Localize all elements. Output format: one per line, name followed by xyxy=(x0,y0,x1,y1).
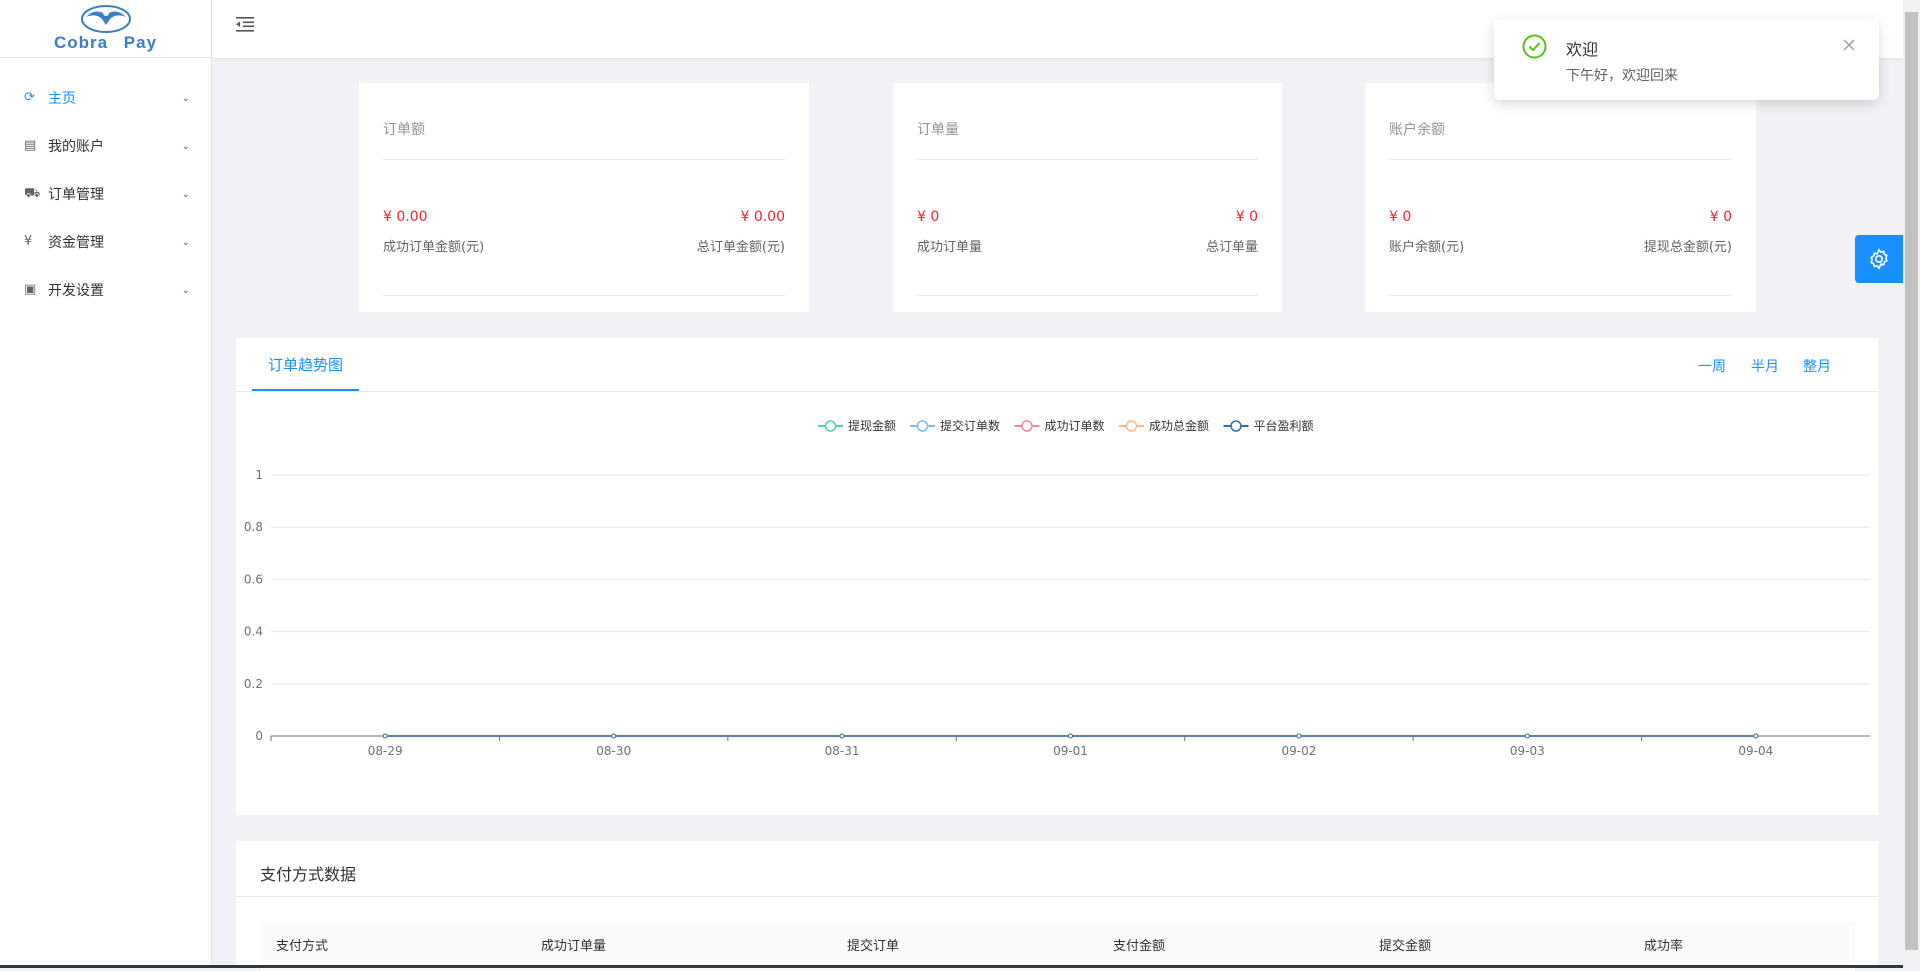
payment-title: 支付方式数据 xyxy=(260,865,357,884)
cart-icon: ⛟ xyxy=(24,186,41,201)
column-header: 成功率 xyxy=(1644,939,1684,954)
data-point xyxy=(382,733,388,739)
legend-label[interactable]: 成功总金额 xyxy=(1149,418,1209,433)
stat-card: 订单量 ¥ 0 ¥ 0 成功订单量 总订单量 xyxy=(893,83,1282,312)
data-point xyxy=(839,733,845,739)
chevron-down-icon: ⌄ xyxy=(181,188,190,200)
card-title: 订单量 xyxy=(917,122,959,138)
x-tick-label: 08-29 xyxy=(368,744,403,758)
legend-marker[interactable] xyxy=(1021,420,1033,432)
collapse-menu-icon[interactable] xyxy=(236,16,254,32)
y-tick-label: 0.6 xyxy=(244,572,263,586)
column-header: 成功订单量 xyxy=(541,939,607,954)
card-right-value: ¥ 0 xyxy=(1709,209,1732,225)
card-left-label: 成功订单金额(元) xyxy=(383,240,485,255)
legend-label[interactable]: 提现金额 xyxy=(848,418,896,433)
sidebar-item-label: 我的账户 xyxy=(48,139,104,155)
chevron-down-icon: ⌄ xyxy=(181,92,190,104)
range-month[interactable]: 整月 xyxy=(1803,359,1831,375)
account-icon: ▤ xyxy=(24,138,37,153)
card-right-value: ¥ 0 xyxy=(1235,209,1258,225)
order-trend-panel: 订单趋势图 一周 半月 整月 0 0.2 0.4 0.6 0.8 1 08-29 08-30 0… xyxy=(236,338,1878,815)
range-half-month[interactable]: 半月 xyxy=(1751,359,1779,375)
card-title: 订单额 xyxy=(383,122,425,138)
data-point xyxy=(1753,733,1759,739)
payment-method-panel: 支付方式数据 支付方式 成功订单量 提交订单 支付金额 提交金额 成功率 xyxy=(236,841,1878,971)
sidebar-item-3[interactable]: ¥ 资金管理 ⌄ xyxy=(0,218,212,266)
chevron-down-icon: ⌄ xyxy=(181,284,190,296)
payment-table-header: 支付方式 成功订单量 提交订单 支付金额 提交金额 成功率 xyxy=(261,921,1855,971)
column-header: 提交金额 xyxy=(1379,939,1432,954)
legend-label[interactable]: 提交订单数 xyxy=(940,418,1000,433)
chevron-down-icon: ⌄ xyxy=(181,236,190,248)
card-right-label: 提现总金额(元) xyxy=(1643,240,1732,255)
legend-label[interactable]: 平台盈利额 xyxy=(1254,418,1314,433)
y-tick-label: 1 xyxy=(255,468,263,482)
card-right-value: ¥ 0.00 xyxy=(740,209,785,225)
cobra-logo-icon xyxy=(80,4,131,33)
data-point xyxy=(1296,733,1302,739)
success-check-icon xyxy=(1522,34,1547,59)
sidebar-item-0[interactable]: ⟳ 主页 ⌄ xyxy=(0,74,212,122)
y-tick-label: 0 xyxy=(255,729,263,743)
terminal-icon: ▣ xyxy=(24,282,37,297)
column-header: 支付金额 xyxy=(1113,939,1166,954)
card-left-label: 成功订单量 xyxy=(917,240,983,255)
data-point xyxy=(1524,733,1530,739)
sidebar-item-label: 开发设置 xyxy=(48,283,104,299)
card-title: 账户余额 xyxy=(1389,122,1445,138)
legend-marker[interactable] xyxy=(916,420,929,432)
y-tick-label: 0.8 xyxy=(244,520,263,534)
settings-button[interactable] xyxy=(1855,235,1903,283)
sidebar-item-1[interactable]: ▤ 我的账户 ⌄ xyxy=(0,122,212,170)
x-tick-label: 08-31 xyxy=(825,744,860,758)
range-week[interactable]: 一周 xyxy=(1698,359,1726,375)
x-tick-label: 09-02 xyxy=(1281,744,1316,758)
column-header: 提交订单 xyxy=(847,939,900,954)
legend-marker[interactable] xyxy=(1125,420,1138,432)
sidebar-item-4[interactable]: ▣ 开发设置 ⌄ xyxy=(0,266,212,314)
welcome-notification: 欢迎 下午好，欢迎回来 xyxy=(1494,19,1879,100)
card-left-value: ¥ 0.00 xyxy=(383,209,428,225)
dashboard-icon: ⟳ xyxy=(24,90,35,105)
sidebar-item-label: 主页 xyxy=(48,91,76,107)
x-tick-label: 08-30 xyxy=(596,744,631,758)
card-right-label: 总订单金额(元) xyxy=(696,240,785,255)
x-tick-label: 09-03 xyxy=(1510,744,1545,758)
logo[interactable]: Cobra Pay xyxy=(0,0,211,58)
stat-card: 订单额 ¥ 0.00 ¥ 0.00 成功订单金额(元) 总订单金额(元) xyxy=(359,83,809,312)
money-icon: ¥ xyxy=(24,234,33,249)
stat-card: 账户余额 ¥ 0 ¥ 0 账户余额(元) 提现总金额(元) xyxy=(1365,83,1756,312)
legend-label[interactable]: 成功订单数 xyxy=(1045,418,1105,433)
data-point xyxy=(611,733,617,739)
column-header: 支付方式 xyxy=(276,939,329,954)
sidebar-item-label: 资金管理 xyxy=(48,235,104,251)
card-left-value: ¥ 0 xyxy=(1389,209,1412,225)
chevron-down-icon: ⌄ xyxy=(181,140,190,152)
tab-order-trend[interactable]: 订单趋势图 xyxy=(252,338,360,391)
trend-chart: 0 0.2 0.4 0.6 0.8 1 08-29 08-30 08-31 09-01 09-02 0… xyxy=(244,418,1870,758)
y-tick-label: 0.2 xyxy=(244,677,263,691)
card-left-value: ¥ 0 xyxy=(917,209,940,225)
x-tick-label: 09-01 xyxy=(1053,744,1088,758)
logo-text: Cobra Pay xyxy=(53,32,158,52)
x-tick-label: 09-04 xyxy=(1738,744,1773,758)
sidebar: Cobra Pay ⟳ 主页 ⌄ ▤ 我的账户 ⌄ ⛟ 订单管理 ⌄ ¥ 资金管理 ⌄ ▣ 开发设置 ⌄ xyxy=(0,0,212,968)
page-scrollbar[interactable] xyxy=(1903,0,1920,968)
sidebar-item-label: 订单管理 xyxy=(48,187,104,203)
legend-marker[interactable] xyxy=(824,420,837,432)
scrollbar-thumb[interactable] xyxy=(1905,12,1918,950)
data-point xyxy=(1068,733,1073,739)
y-tick-label: 0.4 xyxy=(244,625,263,639)
card-right-label: 总订单量 xyxy=(1205,240,1258,255)
close-icon[interactable] xyxy=(1843,39,1855,51)
notification-message: 下午好，欢迎回来 xyxy=(1566,68,1678,84)
notification-title: 欢迎 xyxy=(1566,40,1599,59)
legend-marker[interactable] xyxy=(1230,420,1242,432)
gear-icon xyxy=(1870,248,1888,270)
card-left-label: 账户余额(元) xyxy=(1389,240,1465,255)
sidebar-item-2[interactable]: ⛟ 订单管理 ⌄ xyxy=(0,170,212,218)
